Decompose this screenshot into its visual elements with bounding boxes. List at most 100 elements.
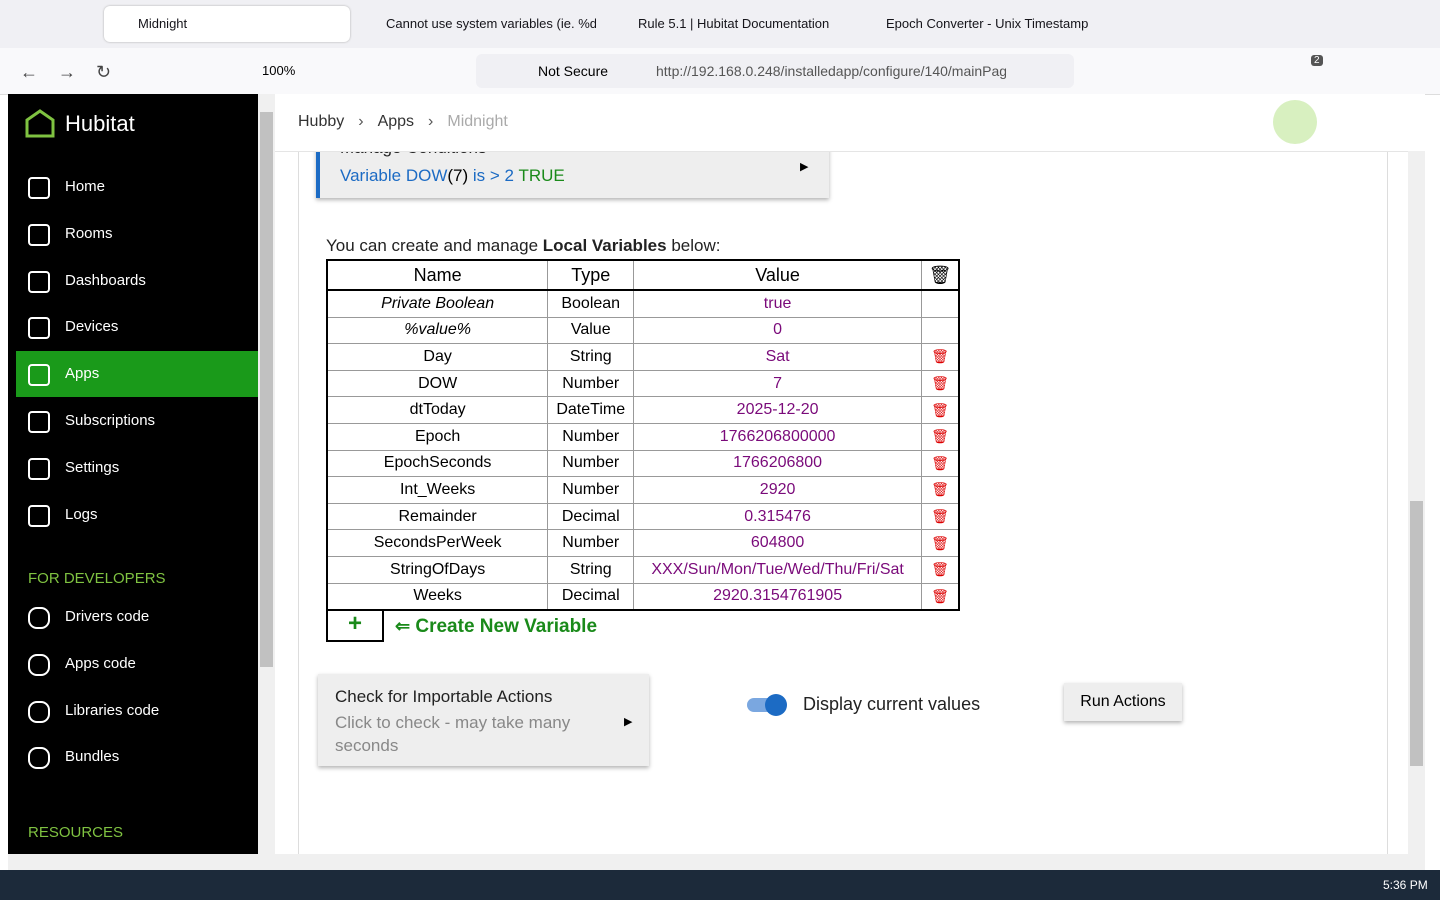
delete-cell [920, 289, 960, 318]
crumb: Midnight [447, 113, 508, 130]
var-name: Epoch [326, 422, 549, 451]
var-name: Private Boolean [326, 289, 549, 318]
importable-card[interactable]: Check for Importable Actions Click to ch… [318, 674, 649, 766]
expand-arrow: ▶ [800, 161, 809, 173]
zoom-level[interactable]: 100% [262, 63, 296, 78]
condition-variable: Variable DOW [340, 166, 448, 185]
assistant-icon[interactable] [1273, 100, 1317, 144]
var-type: Number [547, 449, 635, 478]
nav-buttons[interactable]: ← → ↻ [20, 62, 112, 82]
add-button[interactable]: + [326, 610, 384, 642]
var-name: Day [326, 343, 549, 371]
content: Manage Conditions Variable DOW(7) is > 2… [298, 94, 1388, 854]
taskbar: 5:36 PM [0, 870, 1440, 900]
nav-item[interactable]: Apps code [16, 641, 258, 687]
nav-item[interactable]: Subscriptions [16, 398, 258, 444]
tab[interactable]: Epoch Converter - Unix Timestamp [886, 16, 1089, 31]
var-value: 2025-12-20 [633, 396, 922, 424]
tab[interactable]: Rule 5.1 | Hubitat Documentation [638, 16, 830, 31]
var-type: String [547, 555, 635, 584]
delete-cell[interactable]: 🗑 [920, 343, 960, 371]
nav-item[interactable]: Rooms [16, 211, 258, 257]
content-scrollbar[interactable] [1408, 151, 1425, 854]
delete-cell[interactable]: 🗑 [920, 396, 960, 424]
section-title: FOR DEVELOPERS [28, 570, 166, 587]
delete-cell[interactable]: 🗑 [920, 422, 960, 451]
nav-item[interactable]: Drivers code [16, 594, 258, 640]
var-type: Number [547, 369, 635, 398]
nav-icon [28, 653, 50, 676]
table-row: %value% Value 0 [326, 316, 960, 345]
crumb[interactable]: Hubby [298, 113, 345, 130]
delete-cell[interactable]: 🗑 [920, 476, 960, 504]
delete-cell[interactable]: 🗑 [920, 449, 960, 478]
nav-item[interactable]: Settings [16, 445, 258, 491]
nav-item[interactable]: Bundles [16, 734, 258, 780]
var-type: String [547, 343, 635, 371]
table-row: Weeks Decimal 2920.3154761905 🗑 [326, 582, 960, 611]
conditions-card[interactable]: Manage Conditions Variable DOW(7) is > 2… [316, 144, 829, 198]
var-name: Remainder [326, 502, 549, 531]
run-button[interactable]: Run Actions [1064, 683, 1182, 721]
var-name: DOW [326, 369, 549, 398]
scroll-thumb[interactable] [260, 112, 273, 667]
nav-item[interactable]: Libraries code [16, 688, 258, 734]
section-title: RESOURCES [28, 824, 124, 841]
tab[interactable]: Midnight [104, 6, 350, 42]
delete-cell[interactable]: 🗑 [920, 502, 960, 531]
var-value: 1766206800000 [633, 422, 922, 451]
nav-item[interactable]: Devices [16, 304, 258, 350]
toggle[interactable] [747, 694, 787, 716]
delete-cell[interactable]: 🗑 [920, 582, 960, 611]
nav-icon [28, 411, 50, 433]
table-row: Remainder Decimal 0.315476 🗑 [326, 502, 960, 531]
url-bar[interactable]: Not Secure http://192.168.0.248/installe… [476, 54, 1074, 88]
nav-item[interactable]: Home [16, 164, 258, 210]
nav-icon [28, 317, 50, 340]
var-name: EpochSeconds [326, 449, 549, 478]
var-type: Number [547, 529, 635, 557]
nav-icon [28, 700, 50, 723]
tab[interactable]: Cannot use system variables (ie. %d [386, 16, 596, 31]
var-name: Weeks [326, 582, 549, 611]
separator: › [428, 113, 434, 130]
var-type: Decimal [547, 502, 635, 531]
breadcrumb: Hubby › Apps › Midnight [298, 113, 508, 131]
table-row: SecondsPerWeek Number 604800 🗑 [326, 529, 960, 557]
condition-test: is > 2 [472, 166, 515, 185]
scroll-thumb[interactable] [1410, 501, 1423, 766]
trash-header: 🗑 [920, 259, 960, 291]
var-name: Int_Weeks [326, 476, 549, 504]
nav-icon [28, 177, 50, 199]
sidebar-scrollbar[interactable] [258, 94, 275, 854]
create-link[interactable]: ⇐ Create New Variable [395, 616, 598, 637]
intro-text: below: [671, 236, 721, 255]
var-value: 7 [633, 369, 922, 398]
delete-cell[interactable]: 🗑 [920, 555, 960, 584]
delete-cell[interactable]: 🗑 [920, 529, 960, 557]
horizontal-scrollbar[interactable] [8, 854, 1425, 870]
toolbar: ← → ↻ 100% Not Secure http://192.168.0.2… [0, 48, 1440, 95]
nav-icon [28, 747, 50, 770]
var-value: 604800 [633, 529, 922, 557]
toggle-label: Display current values [803, 694, 981, 714]
var-name: %value% [326, 316, 549, 345]
var-type: Decimal [547, 582, 635, 611]
nav-icon [28, 270, 50, 293]
brand: Hubitat [65, 111, 135, 136]
table-row: Epoch Number 1766206800000 🗑 [326, 422, 960, 451]
nav-item[interactable]: Logs [16, 492, 258, 538]
delete-cell[interactable]: 🗑 [920, 369, 960, 398]
table-row: Int_Weeks Number 2920 🗑 [326, 476, 960, 504]
nav-item[interactable]: Dashboards [16, 258, 258, 304]
tab-bar: Midnight Cannot use system variables (ie.… [0, 0, 1440, 48]
nav-icon [28, 457, 50, 480]
table-row: dtToday DateTime 2025-12-20 🗑 [326, 396, 960, 424]
create-label: Create New Variable [415, 616, 598, 637]
crumb[interactable]: Apps [377, 113, 415, 130]
var-value: 0.315476 [633, 502, 922, 531]
security-label: Not Secure [538, 63, 609, 79]
nav-item[interactable]: Apps [16, 351, 258, 398]
